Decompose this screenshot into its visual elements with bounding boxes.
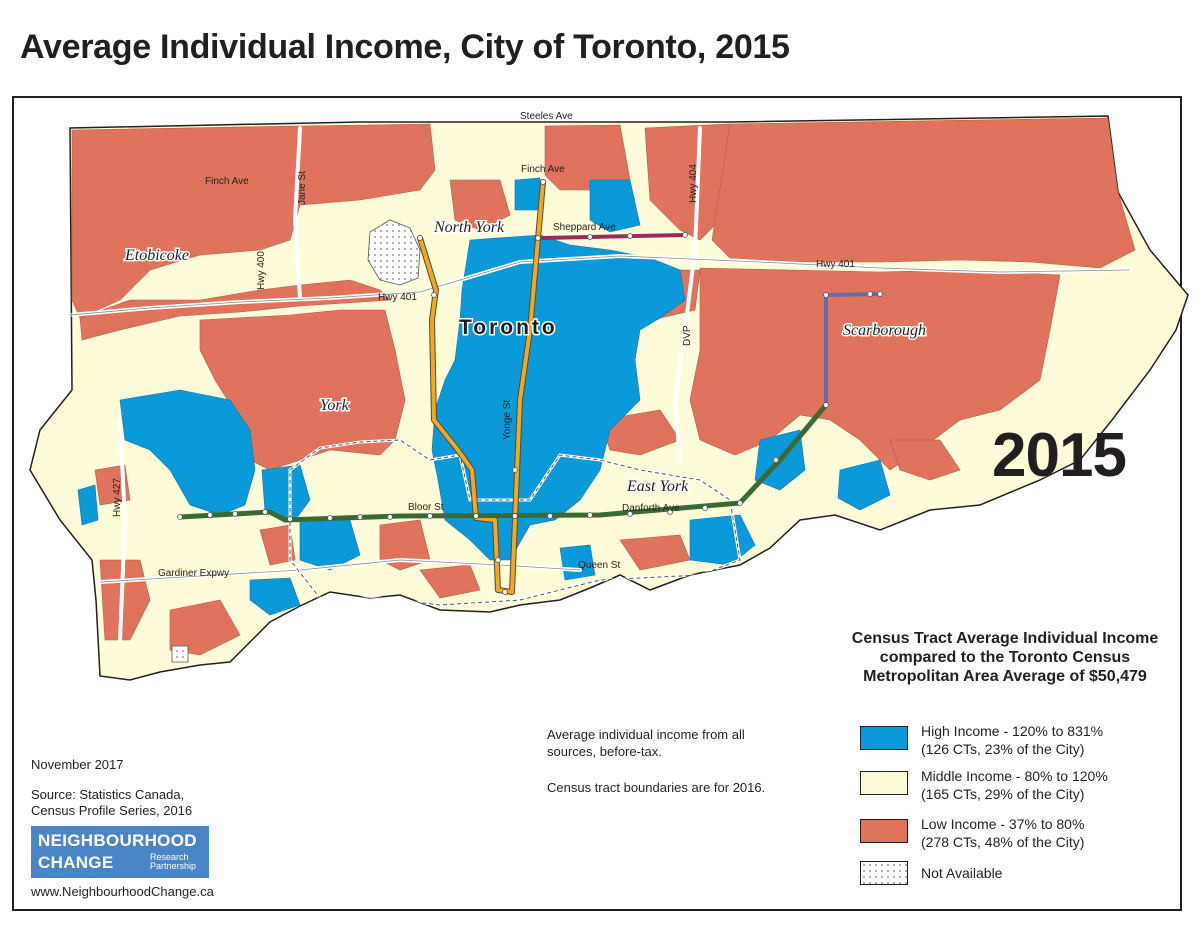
road-label-bloor-st: Bloor St xyxy=(408,502,444,513)
legend-label-low: Low Income - 37% to 80% (278 CTs, 48% of… xyxy=(921,815,1084,851)
logo-sub1: Research xyxy=(150,852,189,862)
subway-line-4 xyxy=(541,233,687,240)
district-label-north-york: North York xyxy=(433,219,505,236)
neighbourhood-change-logo: NEIGHBOURHOOD CHANGE Research Partnershi… xyxy=(31,826,209,878)
legend-title: Census Tract Average Individual Income c… xyxy=(851,630,1159,685)
road-label-finch-ave-east: Finch Ave xyxy=(521,164,565,175)
district-label-scarborough: Scarborough xyxy=(843,322,926,339)
subway-stations xyxy=(177,179,883,595)
road-label-dvp: DVP xyxy=(682,325,693,346)
source-note-line2: Census Profile Series, 2016 xyxy=(31,803,193,818)
legend-label-not-available: Not Available xyxy=(921,865,1003,881)
logo-subtitle: Research Partnership xyxy=(150,853,196,871)
district-label-east-york: East York xyxy=(626,478,689,495)
map-frame xyxy=(12,96,1182,911)
road-label-sheppard-ave: Sheppard Ave xyxy=(553,222,616,233)
source-note-line1: Source: Statistics Canada, xyxy=(31,787,185,802)
legend-label-low-line2: (278 CTs, 48% of the City) xyxy=(921,834,1085,850)
road-label-hwy-404: Hwy 404 xyxy=(688,164,699,203)
not-available-area-west xyxy=(171,645,189,663)
road-label-yonge-st: Yonge St xyxy=(502,400,513,440)
legend-label-middle-line2: (165 CTs, 29% of the City) xyxy=(921,786,1085,802)
legend-swatch-high xyxy=(860,726,908,750)
road-label-gardiner-expwy: Gardiner Expwy xyxy=(158,568,229,579)
legend-label-high-line1: High Income - 120% to 831% xyxy=(921,723,1104,739)
district-label-york: York xyxy=(320,397,350,414)
legend-label-low-line1: Low Income - 37% to 80% xyxy=(921,816,1085,832)
legend-label-middle-line1: Middle Income - 80% to 120% xyxy=(921,768,1108,784)
old-city-boundary-dash xyxy=(289,439,741,606)
road-label-hwy-401-west: Hwy 401 xyxy=(378,292,417,303)
boundary-note: Census tract boundaries are for 2016. xyxy=(547,780,766,795)
subway-line-2 xyxy=(177,402,829,523)
subway-lines xyxy=(177,179,882,595)
website-link[interactable]: www.NeighbourhoodChange.ca xyxy=(31,884,214,899)
district-label-etobicoke: Etobicoke xyxy=(124,247,189,264)
legend-swatch-middle xyxy=(860,771,908,795)
legend-swatch-low xyxy=(860,819,908,843)
district-label-toronto: Toronto xyxy=(459,316,558,339)
road-label-hwy-401-east: Hwy 401 xyxy=(816,259,855,270)
road-label-steeles-ave: Steeles Ave xyxy=(520,111,573,122)
low-income-regions xyxy=(71,117,1136,656)
subway-line-1-fill xyxy=(418,180,545,594)
road-label-hwy-400: Hwy 400 xyxy=(256,251,267,290)
year-label: 2015 xyxy=(992,421,1127,490)
road-label-hwy-427: Hwy 427 xyxy=(112,478,123,517)
road-label-finch-ave-west: Finch Ave xyxy=(205,176,249,187)
map-title: Average Individual Income, City of Toron… xyxy=(20,28,790,66)
legend-label-middle: Middle Income - 80% to 120% (165 CTs, 29… xyxy=(921,767,1108,803)
logo-line2: CHANGE xyxy=(38,853,114,872)
road-label-danforth-ave: Danforth Ave xyxy=(622,503,680,514)
legend-label-high: High Income - 120% to 831% (126 CTs, 23%… xyxy=(921,722,1103,758)
legend-swatch-not-available xyxy=(860,861,908,885)
date-note: November 2017 xyxy=(31,757,124,772)
income-note: Average individual income from all sourc… xyxy=(547,727,745,759)
logo-line1: NEIGHBOURHOOD xyxy=(38,831,197,850)
high-income-regions xyxy=(77,177,891,616)
legend-label-high-line2: (126 CTs, 23% of the City) xyxy=(921,741,1085,757)
logo-sub2: Partnership xyxy=(150,861,197,871)
road-label-jane-st: Jane St xyxy=(297,171,308,205)
road-label-queen-st: Queen St xyxy=(578,560,620,571)
not-available-area-north xyxy=(367,219,421,286)
